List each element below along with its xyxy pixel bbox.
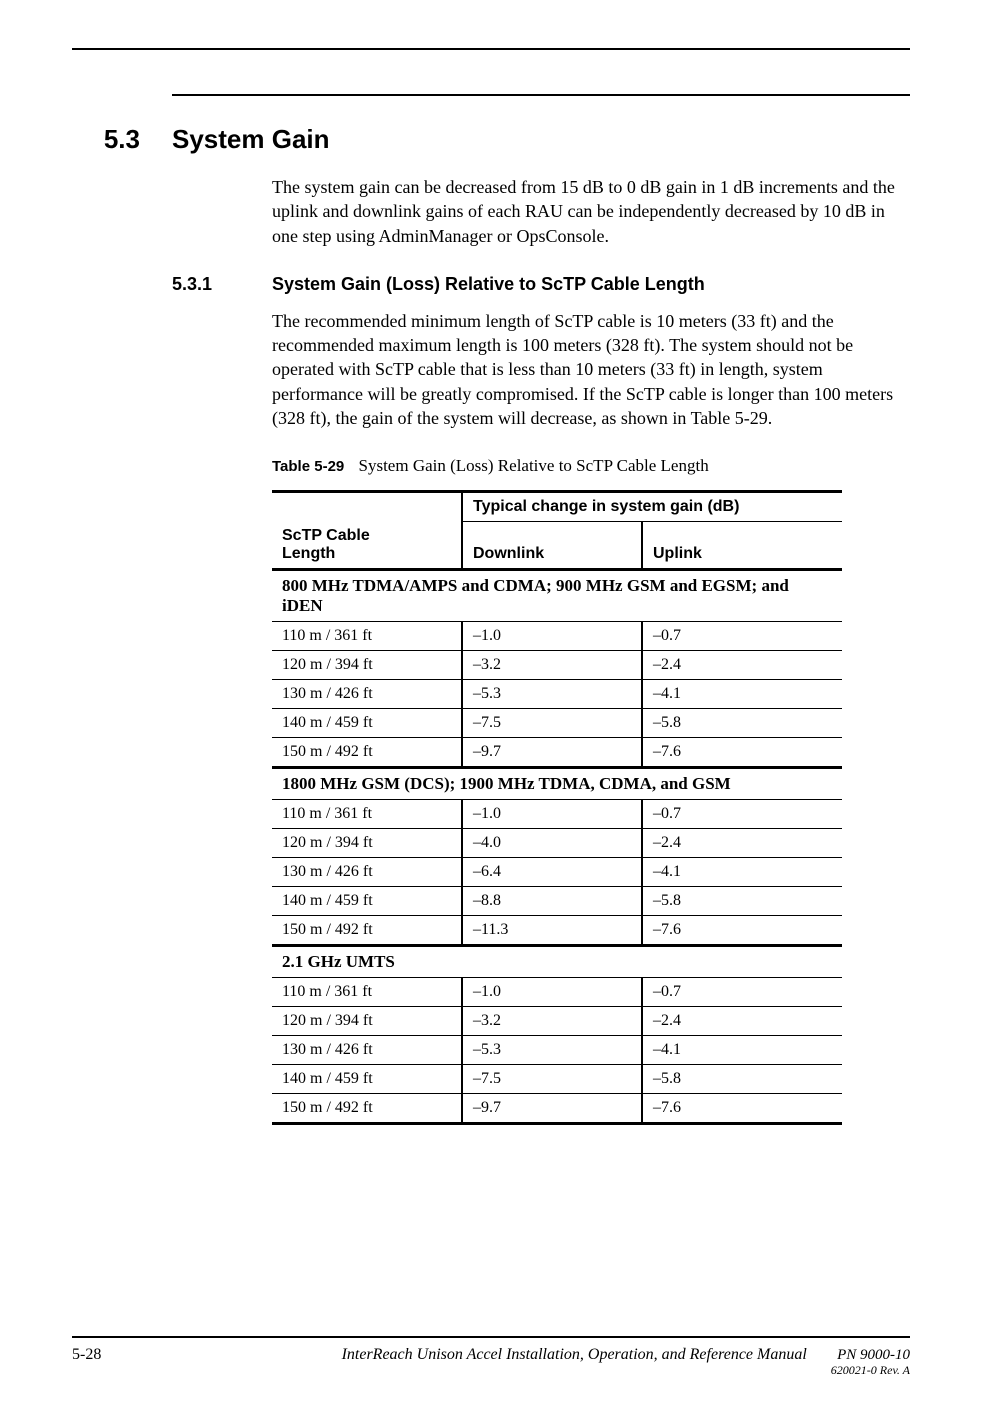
cell-length: 140 m / 459 ft <box>272 708 462 737</box>
cell-length: 150 m / 492 ft <box>272 1093 462 1123</box>
section-header: 5.3 System Gain <box>172 94 910 155</box>
cell-uplink: –7.6 <box>642 737 842 767</box>
cell-uplink: –0.7 <box>642 799 842 828</box>
footer-rev: 620021-0 Rev. A <box>831 1364 910 1377</box>
cell-uplink: –2.4 <box>642 828 842 857</box>
footer-pn-text: PN 9000-10 <box>837 1347 910 1363</box>
cell-uplink: –4.1 <box>642 857 842 886</box>
header-col1-lines: ScTP Cable Length <box>272 522 462 570</box>
gain-table: Typical change in system gain (dB) ScTP … <box>272 490 842 1125</box>
cell-downlink: –5.3 <box>462 1035 642 1064</box>
cell-uplink: –2.4 <box>642 650 842 679</box>
cell-downlink: –1.0 <box>462 799 642 828</box>
group-header: 1800 MHz GSM (DCS); 1900 MHz TDMA, CDMA,… <box>272 767 842 799</box>
cell-downlink: –1.0 <box>462 977 642 1006</box>
cell-downlink: –9.7 <box>462 1093 642 1123</box>
top-rule <box>72 48 910 50</box>
header-span: Typical change in system gain (dB) <box>462 492 842 522</box>
cell-downlink: –1.0 <box>462 621 642 650</box>
cell-uplink: –7.6 <box>642 1093 842 1123</box>
cell-uplink: –4.1 <box>642 1035 842 1064</box>
cell-length: 140 m / 459 ft <box>272 1064 462 1093</box>
cell-downlink: –5.3 <box>462 679 642 708</box>
cell-downlink: –7.5 <box>462 1064 642 1093</box>
header-uplink: Uplink <box>642 522 842 570</box>
cell-uplink: –5.8 <box>642 886 842 915</box>
cell-downlink: –4.0 <box>462 828 642 857</box>
cell-length: 110 m / 361 ft <box>272 977 462 1006</box>
subsection-number: 5.3.1 <box>172 274 272 295</box>
subsection-header: 5.3.1 System Gain (Loss) Relative to ScT… <box>172 274 910 295</box>
subsection-paragraph: The recommended minimum length of ScTP c… <box>272 309 910 430</box>
cell-uplink: –0.7 <box>642 621 842 650</box>
cell-length: 120 m / 394 ft <box>272 828 462 857</box>
section-paragraph-1: The system gain can be decreased from 15… <box>272 175 910 248</box>
cell-length: 130 m / 426 ft <box>272 1035 462 1064</box>
table-caption: Table 5-29 System Gain (Loss) Relative t… <box>272 456 910 476</box>
cell-uplink: –2.4 <box>642 1006 842 1035</box>
header-col1b: Length <box>282 545 335 562</box>
cell-length: 120 m / 394 ft <box>272 1006 462 1035</box>
cell-length: 130 m / 426 ft <box>272 679 462 708</box>
section-title: System Gain <box>172 124 330 155</box>
cell-uplink: –0.7 <box>642 977 842 1006</box>
cell-length: 130 m / 426 ft <box>272 857 462 886</box>
subsection-title: System Gain (Loss) Relative to ScTP Cabl… <box>272 274 705 295</box>
header-col1 <box>272 492 462 522</box>
cell-uplink: –4.1 <box>642 679 842 708</box>
header-col1a: ScTP Cable <box>282 527 370 544</box>
cell-downlink: –3.2 <box>462 1006 642 1035</box>
cell-downlink: –3.2 <box>462 650 642 679</box>
cell-length: 140 m / 459 ft <box>272 886 462 915</box>
footer-pn: PN 9000-10 620021-0 Rev. A <box>831 1347 910 1377</box>
footer-page: 5-28 <box>72 1346 101 1364</box>
cell-uplink: –5.8 <box>642 1064 842 1093</box>
group-header: 2.1 GHz UMTS <box>272 945 842 977</box>
cell-length: 110 m / 361 ft <box>272 621 462 650</box>
page-footer: 5-28 InterReach Unison Accel Installatio… <box>72 1336 910 1377</box>
section-number: 5.3 <box>72 124 172 155</box>
cell-downlink: –7.5 <box>462 708 642 737</box>
table-caption-text: System Gain (Loss) Relative to ScTP Cabl… <box>359 456 709 475</box>
footer-title: InterReach Unison Accel Installation, Op… <box>101 1346 830 1364</box>
cell-length: 150 m / 492 ft <box>272 737 462 767</box>
cell-downlink: –9.7 <box>462 737 642 767</box>
cell-downlink: –8.8 <box>462 886 642 915</box>
cell-uplink: –7.6 <box>642 915 842 945</box>
table-label: Table 5-29 <box>272 458 344 475</box>
cell-downlink: –11.3 <box>462 915 642 945</box>
cell-length: 120 m / 394 ft <box>272 650 462 679</box>
cell-length: 150 m / 492 ft <box>272 915 462 945</box>
cell-downlink: –6.4 <box>462 857 642 886</box>
cell-uplink: –5.8 <box>642 708 842 737</box>
header-downlink: Downlink <box>462 522 642 570</box>
cell-length: 110 m / 361 ft <box>272 799 462 828</box>
group-header: 800 MHz TDMA/AMPS and CDMA; 900 MHz GSM … <box>272 569 842 621</box>
